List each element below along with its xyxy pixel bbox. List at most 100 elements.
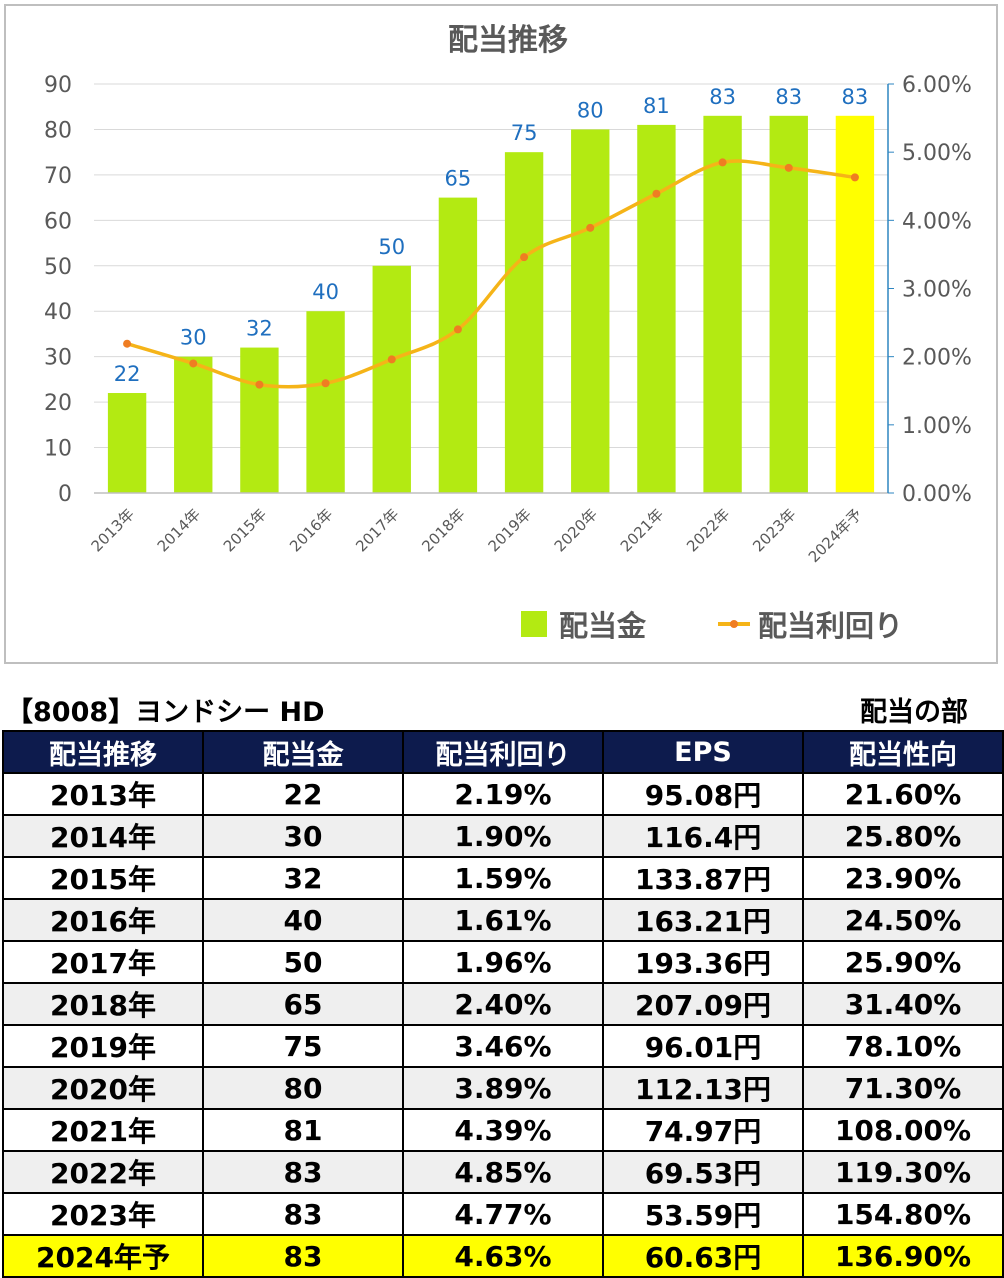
y2-tick-label: 0.00% xyxy=(902,482,972,507)
bar-data-label: 81 xyxy=(643,94,670,118)
table-cell: 69.53円 xyxy=(602,1150,804,1194)
table-cell: 53.59円 xyxy=(602,1192,804,1236)
x-tick-label: 2021年 xyxy=(617,505,667,555)
table-cell: 1.90% xyxy=(402,814,604,858)
bar-data-label: 65 xyxy=(445,167,472,191)
x-tick-label: 2015年 xyxy=(220,505,270,555)
table-cell: 83 xyxy=(202,1234,404,1278)
bar xyxy=(107,393,147,493)
yield-point xyxy=(784,163,793,172)
table-cell: 2015年 xyxy=(2,856,204,900)
table-cell: 24.50% xyxy=(802,898,1004,942)
bar-data-label: 32 xyxy=(246,317,273,341)
column-header: EPS xyxy=(602,730,804,774)
table-cell: 112.13円 xyxy=(602,1066,804,1110)
table-row: 2017年 50 1.96% 193.36円 25.90% xyxy=(2,940,1004,984)
table-cell: 65 xyxy=(202,982,404,1026)
legend: 配当金 配当利回り xyxy=(521,609,903,643)
table-cell: 2023年 xyxy=(2,1192,204,1236)
table-row: 2014年 30 1.90% 116.4円 25.80% xyxy=(2,814,1004,858)
table-cell: 2020年 xyxy=(2,1066,204,1110)
table-cell: 1.61% xyxy=(402,898,604,942)
dividend-table-section: 【8008】ヨンドシー HD 配当の部 配当推移 配当金 配当利回り EPS 配当性向 … xyxy=(0,690,1004,1278)
table-cell: 163.21円 xyxy=(602,898,804,942)
chart-title: 配当推移 xyxy=(448,23,568,58)
bar xyxy=(306,311,345,493)
dividend-chart: 配当推移 22 30 32 40 50 65 75 80 81 83 83 83 0 10 20 30 40 5… xyxy=(44,23,972,643)
table-cell: 4.63% xyxy=(402,1234,604,1278)
table-cell: 136.90% xyxy=(802,1234,1004,1278)
table-header-row: 配当推移 配当金 配当利回り EPS 配当性向 xyxy=(2,730,1004,774)
y2-tick-label: 2.00% xyxy=(902,346,972,371)
y-tick-label: 0 xyxy=(58,482,72,507)
line-series xyxy=(123,158,859,389)
table-cell: 154.80% xyxy=(802,1192,1004,1236)
table-cell: 25.90% xyxy=(802,940,1004,984)
yield-point xyxy=(387,355,396,364)
table-cell: 3.46% xyxy=(402,1024,604,1068)
table-cell: 2021年 xyxy=(2,1108,204,1152)
x-tick-label: 2023年 xyxy=(749,505,799,555)
y2-tick-label: 3.00% xyxy=(902,278,972,303)
yield-point xyxy=(255,380,264,389)
bar xyxy=(438,197,478,493)
table-cell: 4.85% xyxy=(402,1150,604,1194)
table-cell: 2017年 xyxy=(2,940,204,984)
table-cell: 83 xyxy=(202,1150,404,1194)
bar-data-label: 83 xyxy=(709,85,736,109)
yield-point xyxy=(321,379,330,388)
table-cell: 75 xyxy=(202,1024,404,1068)
table-cell: 23.90% xyxy=(802,856,1004,900)
table-cell: 108.00% xyxy=(802,1108,1004,1152)
yield-line xyxy=(126,159,856,389)
y-tick-label: 50 xyxy=(44,255,72,280)
bar xyxy=(571,129,610,493)
table-cell: 95.08円 xyxy=(602,772,804,816)
yield-point xyxy=(850,173,859,182)
y2-tick-label: 5.00% xyxy=(902,141,972,166)
table-cell: 2.19% xyxy=(402,772,604,816)
bar-data-label: 22 xyxy=(114,362,141,386)
chart-frame: 配当推移 22 30 32 40 50 65 75 80 81 83 83 83 0 10 20 30 40 5… xyxy=(4,4,998,664)
table-cell: 83 xyxy=(202,1192,404,1236)
table-row: 2015年 32 1.59% 133.87円 23.90% xyxy=(2,856,1004,900)
legend-line-marker xyxy=(730,620,738,628)
bar-data-label: 50 xyxy=(378,235,405,259)
table-cell: 1.96% xyxy=(402,940,604,984)
y2-tick-label: 1.00% xyxy=(902,414,972,439)
table-cell: 50 xyxy=(202,940,404,984)
gridlines xyxy=(94,83,888,449)
table-cell: 96.01円 xyxy=(602,1024,804,1068)
y-tick-label: 80 xyxy=(44,118,72,143)
bar-data-label: 40 xyxy=(312,280,339,304)
table-cell: 60.63円 xyxy=(602,1234,804,1278)
yield-point xyxy=(652,189,661,198)
table-title: 【8008】ヨンドシー HD xyxy=(6,697,325,728)
table-cell: 133.87円 xyxy=(602,856,804,900)
table-row: 2020年 80 3.89% 112.13円 71.30% xyxy=(2,1066,1004,1110)
y-tick-label: 40 xyxy=(44,300,72,325)
y2-tick-label: 4.00% xyxy=(902,209,972,234)
yield-point xyxy=(520,253,529,262)
x-tick-label: 2019年 xyxy=(485,505,535,555)
table-cell: 25.80% xyxy=(802,814,1004,858)
table-cell: 4.39% xyxy=(402,1108,604,1152)
table-cell: 2.40% xyxy=(402,982,604,1026)
y-tick-label: 30 xyxy=(44,346,72,371)
table-cell: 2024年予 xyxy=(2,1234,204,1278)
table-cell: 2018年 xyxy=(2,982,204,1026)
table-cell: 2022年 xyxy=(2,1150,204,1194)
x-tick-label: 2024年予 xyxy=(805,505,866,566)
yield-point xyxy=(586,223,595,232)
table-cell: 74.97円 xyxy=(602,1108,804,1152)
bar xyxy=(769,115,808,494)
table-row: 2019年 75 3.46% 96.01円 78.10% xyxy=(2,1024,1004,1068)
table-cell: 71.30% xyxy=(802,1066,1004,1110)
bar-data-label: 30 xyxy=(180,326,207,350)
x-tick-label: 2014年 xyxy=(154,505,204,555)
table-body: 2013年 22 2.19% 95.08円 21.60% 2014年 30 1.90% 116.… xyxy=(2,772,1004,1278)
table-cell: 119.30% xyxy=(802,1150,1004,1194)
table-cell: 3.89% xyxy=(402,1066,604,1110)
table-cell: 78.10% xyxy=(802,1024,1004,1068)
table-row: 2022年 83 4.85% 69.53円 119.30% xyxy=(2,1150,1004,1194)
